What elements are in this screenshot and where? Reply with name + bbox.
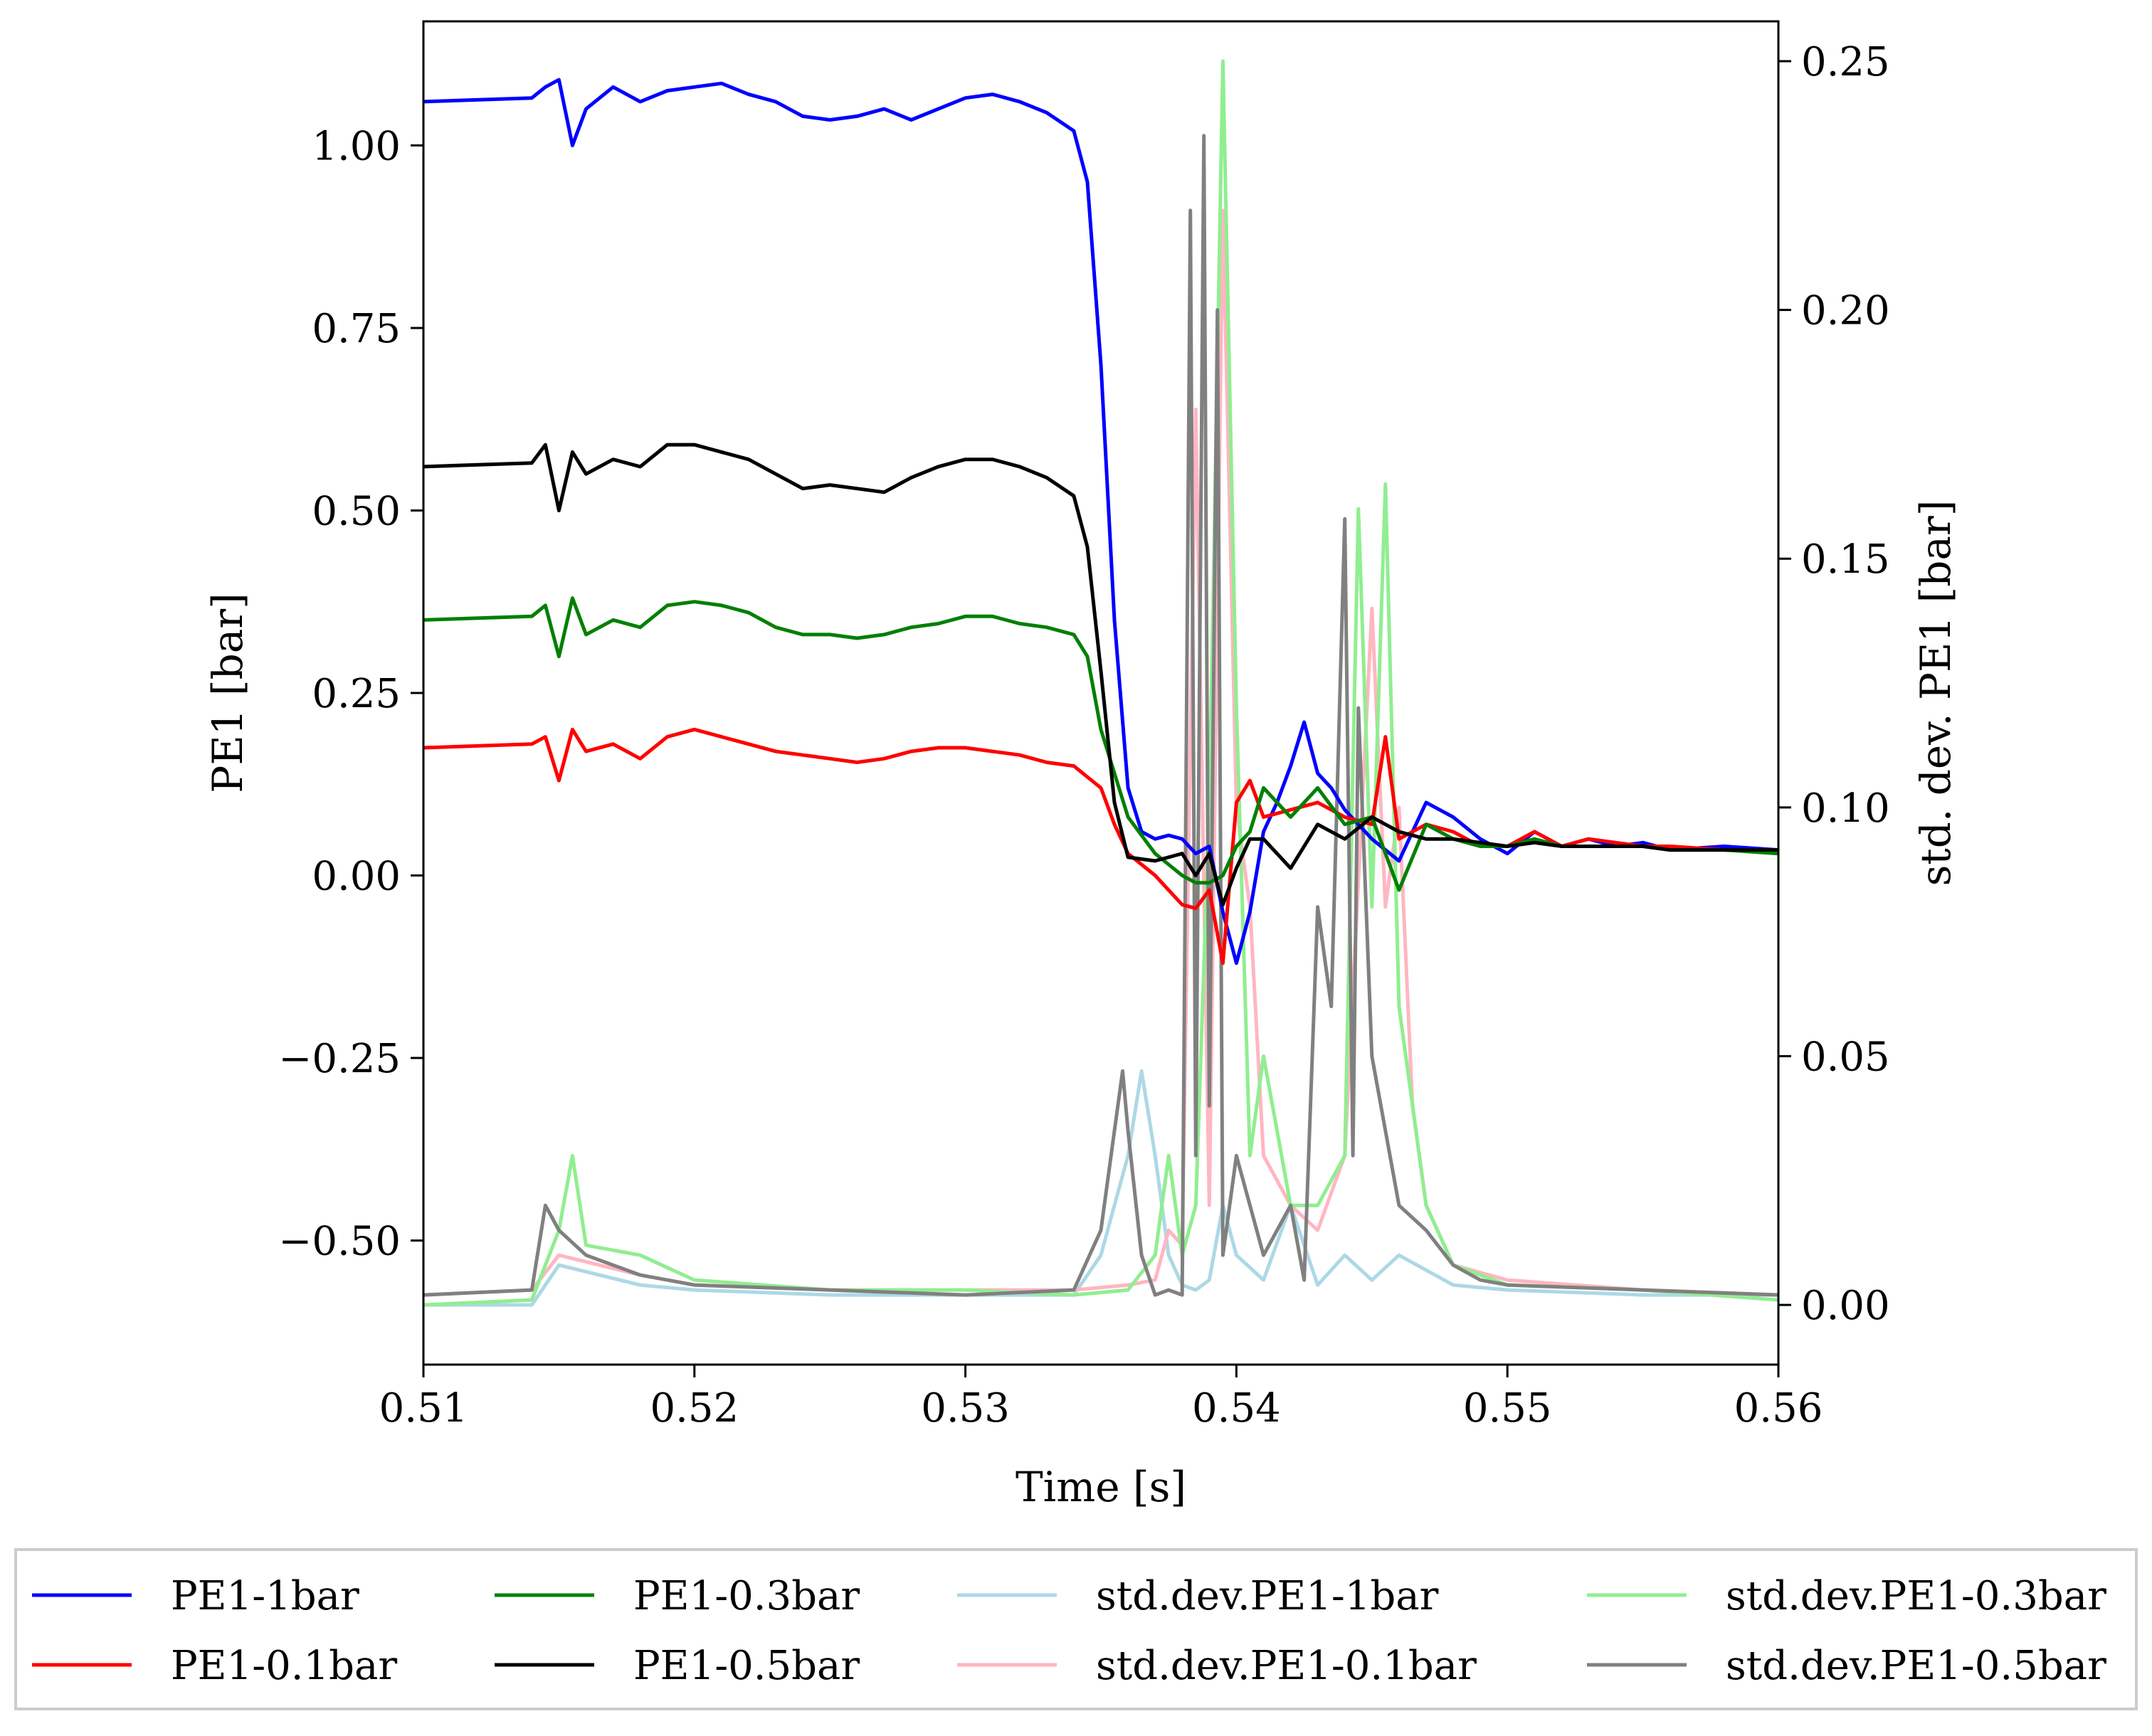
x-tick-label: 0.53	[921, 1385, 1010, 1431]
y2-axis-label: std. dev. PE1 [bar]	[1911, 500, 1960, 886]
legend-label-pe1-0-1bar: PE1-0.1bar	[171, 1643, 397, 1689]
legend: PE1-1bar PE1-0.1bar PE1-0.3bar PE1-0.5bar st…	[32, 1573, 2106, 1689]
x-tick-label: 0.55	[1463, 1385, 1552, 1431]
x-axis-ticks: 0.51 0.52 0.53 0.54 0.55 0.56	[379, 1365, 1823, 1431]
x-tick-label: 0.54	[1192, 1385, 1281, 1431]
y-tick-label: 0.25	[312, 671, 401, 717]
std-dev-series-group	[423, 59, 1778, 1307]
series-line-pe1-0-5bar	[423, 443, 1778, 907]
legend-box	[14, 1548, 2138, 1710]
y-tick-label: −0.25	[278, 1036, 401, 1082]
x-tick-label: 0.51	[379, 1385, 468, 1431]
x-axis-label: Time [s]	[1016, 1463, 1186, 1511]
legend-label-pe1-0-5bar: PE1-0.5bar	[633, 1643, 860, 1689]
y2-axis-ticks: 0.00 0.05 0.10 0.15 0.20 0.25	[1778, 39, 1890, 1329]
x-tick-label: 0.52	[650, 1385, 739, 1431]
legend-label-std-dev-pe1-0-1bar: std.dev.PE1-0.1bar	[1096, 1643, 1477, 1689]
y2-tick-label: 0.10	[1801, 785, 1890, 832]
y-tick-label: 0.00	[312, 854, 401, 900]
legend-label-std-dev-pe1-1bar: std.dev.PE1-1bar	[1096, 1573, 1439, 1619]
series-line-std-dev-pe1-0-5bar	[423, 134, 1778, 1297]
y-axis-label: PE1 [bar]	[204, 593, 252, 793]
y-tick-label: 0.75	[312, 306, 401, 352]
series-line-pe1-1bar	[423, 78, 1778, 965]
x-tick-label: 0.56	[1734, 1385, 1823, 1431]
y-tick-label: −0.50	[278, 1219, 401, 1265]
legend-label-pe1-1bar: PE1-1bar	[171, 1573, 359, 1619]
series-line-pe1-0-3bar	[423, 596, 1778, 892]
y-tick-label: 1.00	[312, 123, 401, 169]
y2-tick-label: 0.20	[1801, 288, 1890, 334]
y-axis-ticks: −0.50 −0.25 0.00 0.25 0.50 0.75 1.00	[278, 123, 423, 1265]
legend-label-std-dev-pe1-0-3bar: std.dev.PE1-0.3bar	[1726, 1573, 2106, 1619]
y2-tick-label: 0.05	[1801, 1034, 1890, 1080]
y-tick-label: 0.50	[312, 488, 401, 534]
y2-tick-label: 0.00	[1801, 1283, 1890, 1329]
y2-tick-label: 0.15	[1801, 536, 1890, 583]
legend-label-pe1-0-3bar: PE1-0.3bar	[633, 1573, 860, 1619]
legend-label-std-dev-pe1-0-5bar: std.dev.PE1-0.5bar	[1726, 1643, 2106, 1689]
y2-tick-label: 0.25	[1801, 39, 1890, 85]
pressure-series-group	[423, 78, 1778, 965]
